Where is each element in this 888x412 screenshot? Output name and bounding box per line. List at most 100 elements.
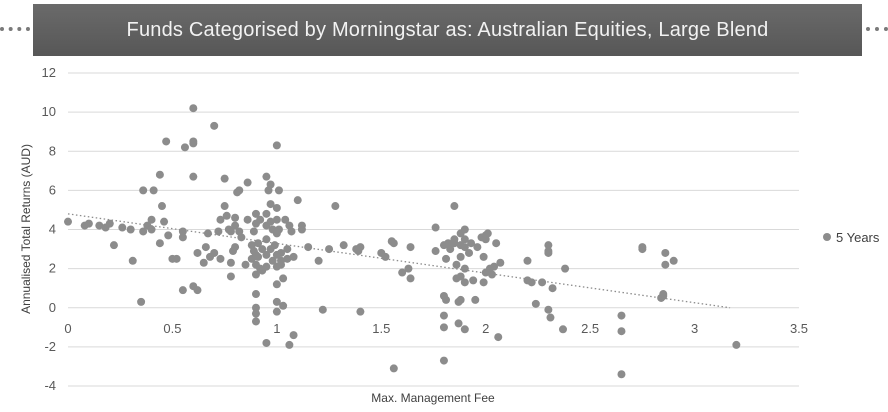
data-point — [490, 262, 499, 271]
data-point — [442, 295, 451, 304]
data-point — [251, 209, 260, 218]
data-point — [483, 229, 492, 238]
data-point — [381, 252, 390, 261]
data-point — [446, 245, 455, 254]
data-point — [164, 231, 173, 240]
data-point — [479, 252, 488, 261]
data-point — [251, 270, 260, 279]
data-point — [450, 239, 459, 248]
data-point — [398, 268, 407, 277]
data-point — [460, 243, 469, 252]
data-point — [460, 325, 469, 334]
data-point — [331, 202, 340, 211]
data-point — [450, 202, 459, 211]
data-point — [210, 121, 219, 130]
data-point — [203, 229, 212, 238]
data-point — [456, 295, 465, 304]
data-point — [272, 307, 281, 316]
data-point — [254, 252, 263, 261]
data-point — [193, 248, 202, 257]
data-point — [222, 211, 231, 220]
data-point — [162, 137, 171, 146]
y-tick-label: 12 — [42, 65, 56, 80]
data-point — [404, 264, 413, 273]
data-point — [558, 325, 567, 334]
data-point — [237, 233, 246, 242]
data-point — [494, 333, 503, 342]
y-tick-label: 6 — [49, 182, 56, 197]
data-point — [297, 225, 306, 234]
data-point — [231, 213, 240, 222]
data-point — [544, 305, 553, 314]
data-point — [128, 256, 137, 265]
data-point — [277, 248, 286, 257]
data-point — [199, 258, 208, 267]
chart-title-bar: Funds Categorised by Morningstar as: Aus… — [33, 4, 862, 56]
title-decoration-right — [866, 27, 888, 35]
data-point — [538, 278, 547, 287]
data-point — [389, 364, 398, 373]
title-decoration-left — [0, 27, 30, 35]
data-point — [216, 254, 225, 263]
data-point — [465, 248, 474, 257]
legend: 5 Years — [823, 230, 880, 245]
data-point — [105, 219, 114, 228]
y-tick-label: 4 — [49, 222, 56, 237]
data-point — [617, 327, 626, 336]
data-point — [272, 297, 281, 306]
data-point — [281, 215, 290, 224]
data-point — [220, 174, 229, 183]
data-point — [178, 286, 187, 295]
x-tick-label: 0 — [64, 321, 71, 336]
y-tick-labels: -4 -2 0 2 4 6 8 10 12 — [42, 65, 56, 393]
data-point — [266, 200, 275, 209]
data-point — [356, 307, 365, 316]
data-point — [178, 227, 187, 236]
data-point — [147, 215, 156, 224]
data-point — [460, 264, 469, 273]
data-point — [251, 290, 260, 299]
x-tick-label: 2 — [482, 321, 489, 336]
x-tick-label: 1.5 — [372, 321, 390, 336]
data-point — [544, 241, 553, 250]
data-point — [456, 272, 465, 281]
data-point — [279, 274, 288, 283]
data-point — [64, 217, 72, 226]
data-point — [546, 313, 555, 322]
data-point — [406, 274, 415, 283]
trendline — [67, 213, 731, 309]
chart-title: Funds Categorised by Morningstar as: Aus… — [126, 18, 769, 41]
data-point — [262, 250, 271, 259]
data-point — [479, 278, 488, 287]
data-point — [617, 311, 626, 320]
data-point — [272, 215, 281, 224]
data-point — [139, 186, 148, 195]
y-tick-label: 10 — [42, 104, 56, 119]
data-point — [456, 252, 465, 261]
y-tick-label: 0 — [49, 300, 56, 315]
data-point — [279, 301, 288, 310]
data-point — [661, 260, 670, 269]
data-point — [210, 248, 219, 257]
x-tick-label: 1 — [273, 321, 280, 336]
data-point — [460, 278, 469, 287]
data-point — [139, 227, 148, 236]
data-point — [155, 170, 164, 179]
data-point — [258, 245, 267, 254]
data-point — [262, 172, 271, 181]
data-point — [406, 243, 415, 252]
data-point — [149, 186, 158, 195]
data-point — [256, 215, 265, 224]
data-point — [289, 331, 298, 340]
data-point — [304, 243, 313, 252]
data-point — [155, 239, 164, 248]
data-point — [732, 340, 741, 349]
data-point — [287, 227, 296, 236]
y-tick-label: -4 — [44, 378, 56, 393]
x-tick-label: 3.5 — [790, 321, 808, 336]
data-point — [285, 340, 294, 349]
data-point — [473, 243, 482, 252]
y-axis-title: Annualised Total Returns (AUD) — [19, 144, 33, 314]
data-point — [189, 104, 198, 113]
data-point — [160, 217, 169, 226]
